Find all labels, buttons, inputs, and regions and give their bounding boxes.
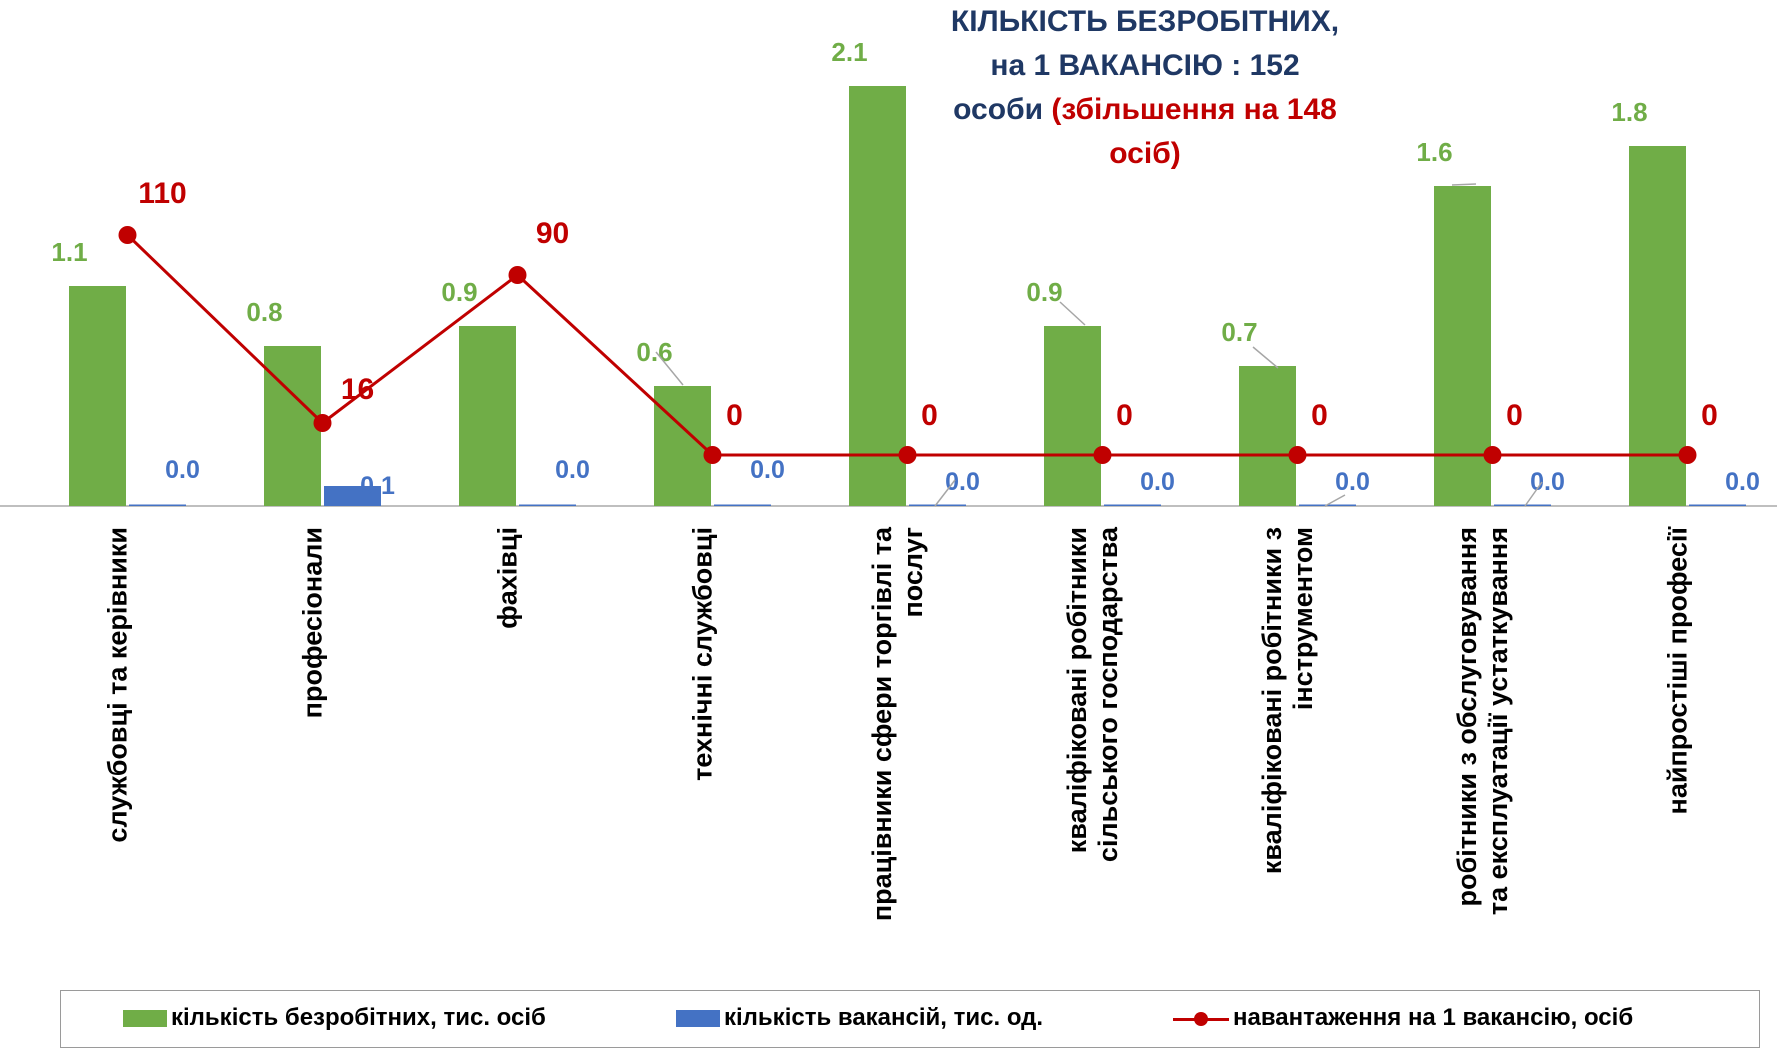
title-line-1: КІЛЬКІСТЬ БЕЗРОБІТНИХ,: [950, 5, 1340, 38]
category-label: службовці та керівники: [103, 527, 133, 843]
data-label-vacancies: 0.0: [750, 456, 785, 484]
chart-canvas: 1.10.80.90.62.10.90.71.61.80.00.10.0 0.0 0…: [0, 37, 1777, 921]
bar-vacancies: [1104, 504, 1161, 506]
data-label-vacancies: 0.0: [1335, 468, 1370, 496]
marker-load: [118, 226, 137, 244]
category-label: кваліфіковані робітники: [1062, 527, 1092, 853]
marker-load: [508, 266, 527, 284]
title-line-4: осіб): [1109, 137, 1181, 170]
data-label-unemployed: 0.8: [246, 297, 282, 327]
data-label-load: 0: [1506, 399, 1523, 432]
bar-unemployed: [459, 326, 516, 506]
legend-label-load: навантаження на 1 вакансію, осіб: [1233, 1004, 1634, 1031]
category-label: кваліфіковані робітники з: [1257, 527, 1287, 874]
bar-vacancies: [519, 504, 576, 506]
legend-item-vacancies: кількість вакансій, тис. од.: [676, 1004, 1043, 1032]
data-label-unemployed: 1.1: [51, 237, 87, 267]
marker-load: [1093, 446, 1112, 464]
category-label: фахівці: [493, 527, 523, 629]
data-label-load: 0: [1311, 399, 1328, 432]
data-label-load: 0: [1116, 399, 1133, 432]
data-label-vacancies: 0.0: [555, 456, 590, 484]
marker-load: [1288, 446, 1307, 464]
category-label: робітники з обслуговування: [1452, 527, 1482, 906]
bar-unemployed: [1629, 146, 1686, 506]
legend-line-marker: [1173, 1009, 1229, 1029]
label-leader-line: [1252, 346, 1279, 369]
bar-unemployed: [264, 346, 321, 506]
marker-load: [898, 446, 917, 464]
label-leader-line: [1324, 494, 1346, 507]
title-line-3-main: особи: [953, 93, 1052, 126]
category-label: найпростіші професії: [1663, 526, 1693, 815]
bar-vacancies: [1689, 504, 1746, 506]
legend-label-unemployed: кількість безробітних, тис. осіб: [171, 1004, 546, 1031]
bar-vacancies: [129, 504, 186, 506]
category-label: сільського господарства: [1093, 526, 1123, 862]
data-label-unemployed: 2.1: [831, 37, 867, 67]
bar-unemployed: [849, 86, 906, 506]
chart-title: КІЛЬКІСТЬ БЕЗРОБІТНИХ, на 1 ВАКАНСІЮ : 1…: [885, 0, 1405, 176]
chart-legend: кількість безробітних, тис. осіб кількіс…: [60, 990, 1760, 1048]
data-label-vacancies: 0.0: [165, 456, 200, 484]
title-line-3: особи (збільшення на 148: [885, 88, 1405, 132]
legend-swatch-vacancies: [676, 1010, 720, 1028]
data-label-vacancies: 0.0: [945, 468, 980, 496]
marker-load: [703, 446, 722, 464]
data-label-load: 0: [726, 399, 743, 432]
data-label-unemployed: 0.6: [636, 337, 672, 367]
data-label-load: 0: [921, 399, 938, 432]
category-label: послуг: [898, 527, 928, 618]
bar-unemployed: [69, 286, 126, 506]
bar-unemployed: [1044, 326, 1101, 506]
category-label: працівники сфери торгівлі та: [867, 526, 897, 921]
data-label-unemployed: 0.9: [441, 277, 477, 307]
title-line-2: на 1 ВАКАНСІЮ : 152: [990, 49, 1300, 82]
data-label-vacancies: 0.1: [360, 472, 395, 500]
label-leader-line: [934, 479, 956, 507]
category-label: інструментом: [1288, 527, 1318, 710]
data-label-load: 110: [138, 177, 186, 210]
marker-load: [1483, 446, 1502, 464]
bar-vacancies: [1494, 504, 1551, 506]
marker-load: [313, 414, 332, 432]
label-leader-line: [1524, 481, 1543, 507]
data-label-unemployed: 0.7: [1221, 317, 1257, 347]
category-label: та експлуатації устаткування: [1483, 527, 1513, 915]
data-label-unemployed: 1.8: [1611, 97, 1647, 127]
label-leader-line: [1059, 301, 1086, 326]
bar-vacancies: [909, 504, 966, 506]
data-label-vacancies: 0.0: [1140, 468, 1175, 496]
legend-label-vacancies: кількість вакансій, тис. од.: [724, 1004, 1044, 1031]
data-label-vacancies: 0.0: [1725, 468, 1760, 496]
data-label-load: 90: [536, 217, 569, 250]
legend-item-unemployed: кількість безробітних, тис. осіб: [123, 1004, 546, 1032]
bar-vacancies: [714, 504, 771, 506]
legend-swatch-unemployed: [123, 1010, 167, 1028]
data-label-load: 16: [341, 373, 374, 406]
category-label: технічні службовці: [688, 527, 718, 781]
data-label-load: 0: [1701, 399, 1718, 432]
bar-vacancies: [324, 486, 381, 506]
data-label-unemployed: 0.9: [1026, 277, 1062, 307]
label-leader-line: [655, 351, 684, 386]
data-label-unemployed: 1.6: [1416, 137, 1452, 167]
bar-unemployed: [1434, 186, 1491, 506]
marker-load: [1678, 446, 1697, 464]
label-leader-line: [1451, 183, 1477, 186]
title-line-3-red: (збільшення на 148: [1051, 93, 1337, 126]
bar-unemployed: [1239, 366, 1296, 506]
legend-item-load: навантаження на 1 вакансію, осіб: [1173, 1004, 1633, 1032]
category-label: професіонали: [298, 527, 328, 718]
